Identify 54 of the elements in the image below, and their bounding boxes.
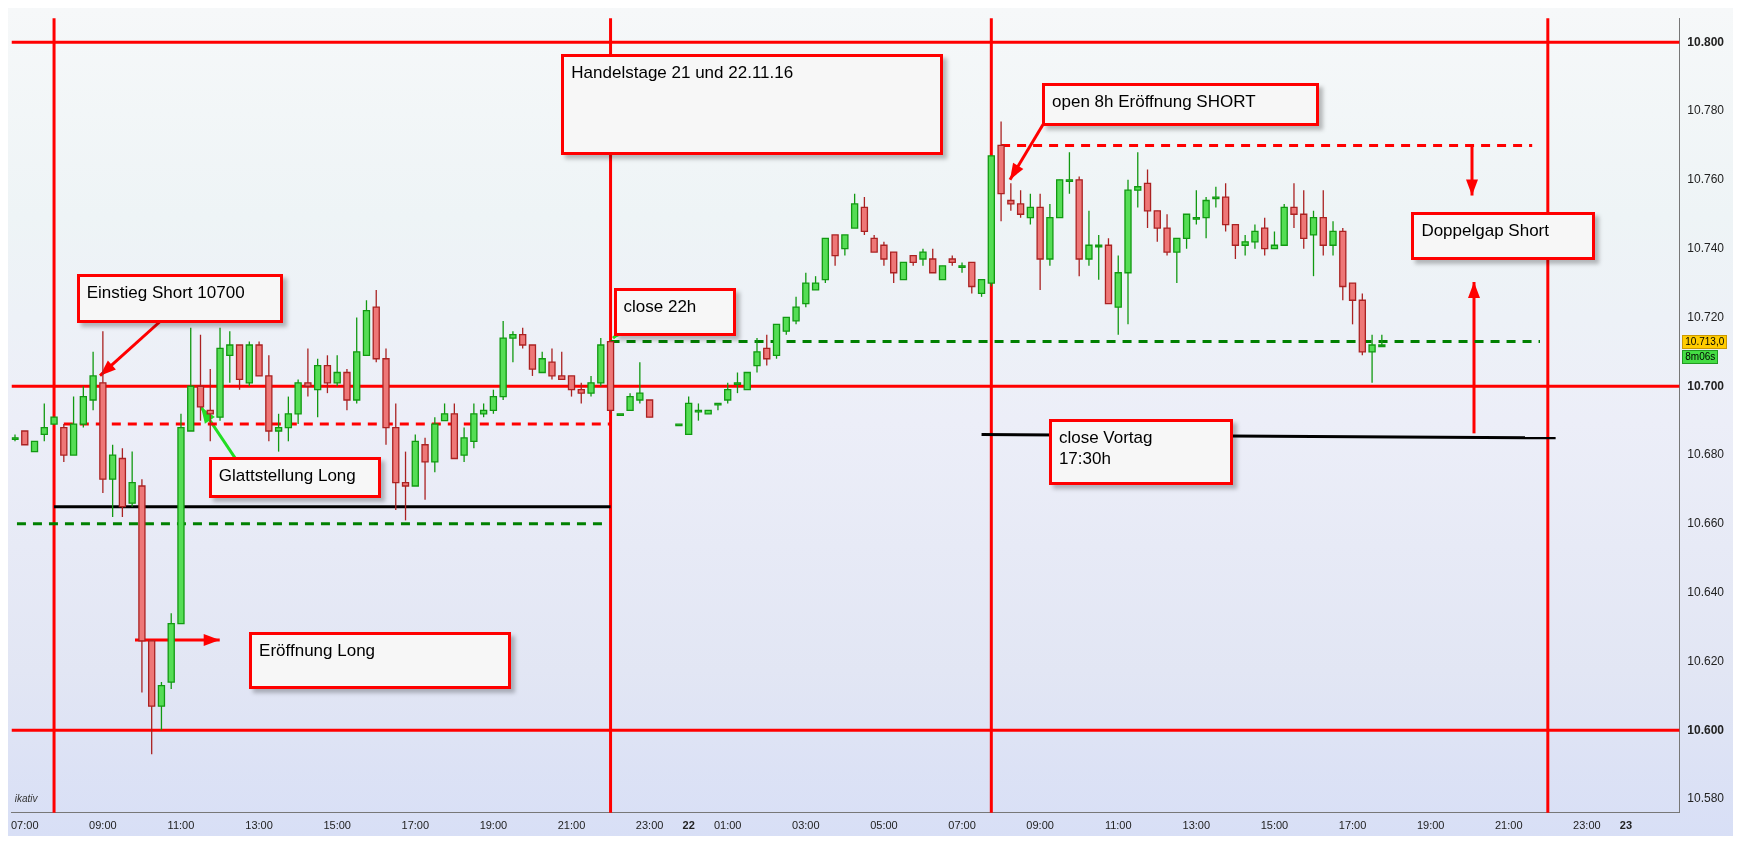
annotation: Glattstellung Long xyxy=(218,465,356,485)
x-tick-label: 13:00 xyxy=(245,819,273,832)
x-tick-label: 23:00 xyxy=(635,819,664,832)
y-tick-label: 10.620 xyxy=(1687,653,1725,668)
y-tick-label: 10.760 xyxy=(1687,172,1725,187)
price-tag: 8m06s xyxy=(1682,350,1719,364)
y-tick-label: 10.680 xyxy=(1687,447,1725,462)
x-tick-label: 09:00 xyxy=(1026,819,1054,832)
price-tag: 10.713,0 xyxy=(1682,334,1728,349)
y-tick-label: 10.800 xyxy=(1687,34,1725,49)
callout: Doppelgap Short xyxy=(1411,212,1595,260)
x-tick-label: 23:00 xyxy=(1573,819,1601,832)
x-tick-label: 09:00 xyxy=(89,819,117,832)
annotation: close Vortag 17:30h xyxy=(1058,427,1153,468)
y-tick-label: 10.700 xyxy=(1687,378,1725,393)
annotation: Einstieg Short 10700 xyxy=(86,283,245,303)
x-tick-label: 21:00 xyxy=(1495,819,1523,832)
callout: Glattstellung Long xyxy=(208,456,382,499)
annotation: close 22h xyxy=(623,296,697,316)
y-tick-label: 10.660 xyxy=(1687,516,1725,531)
callout: close 22h xyxy=(613,287,736,337)
callout: open 8h Eröffnung SHORT xyxy=(1042,83,1319,126)
x-tick-label: 15:00 xyxy=(323,819,351,832)
x-tick-label: 11:00 xyxy=(167,819,195,832)
x-tick-label: 19:00 xyxy=(1416,819,1445,832)
y-tick-label: 10.640 xyxy=(1687,584,1725,599)
y-tick-label: 10.580 xyxy=(1687,791,1725,806)
x-tick-label: 17:00 xyxy=(401,819,430,832)
y-tick-label: 10.720 xyxy=(1687,309,1725,324)
x-tick-label: 19:00 xyxy=(479,819,508,832)
x-tick-label: 23 xyxy=(1619,819,1633,832)
x-tick-label: 07:00 xyxy=(948,819,976,832)
y-tick-label: 10.780 xyxy=(1687,103,1725,118)
callout: Handelstage 21 und 22.11.16 xyxy=(561,54,943,155)
x-tick-label: 01:00 xyxy=(713,819,742,832)
x-tick-label: 22 xyxy=(682,819,695,832)
y-tick-label: 10.600 xyxy=(1687,722,1725,737)
annotation: Handelstage 21 und 22.11.16 xyxy=(571,63,794,83)
x-tick-label: 03:00 xyxy=(792,819,820,832)
x-tick-label: 15:00 xyxy=(1260,819,1289,832)
annotation: ikativ xyxy=(14,792,38,804)
annotation: Doppelgap Short xyxy=(1421,221,1549,241)
annotation: Eröffnung Long xyxy=(259,641,376,661)
callout: Eröffnung Long xyxy=(249,632,512,689)
annotation: open 8h Eröffnung SHORT xyxy=(1052,92,1256,112)
x-tick-label: 17:00 xyxy=(1338,819,1367,832)
callout: close Vortag 17:30h xyxy=(1048,418,1234,485)
x-tick-label: 11:00 xyxy=(1104,819,1132,832)
y-tick-label: 10.740 xyxy=(1687,240,1725,255)
x-tick-label: 21:00 xyxy=(557,819,586,832)
x-tick-label: 13:00 xyxy=(1182,819,1211,832)
x-tick-label: 05:00 xyxy=(870,819,898,832)
callout: Einstieg Short 10700 xyxy=(76,274,283,323)
x-tick-label: 07:00 xyxy=(11,819,39,832)
